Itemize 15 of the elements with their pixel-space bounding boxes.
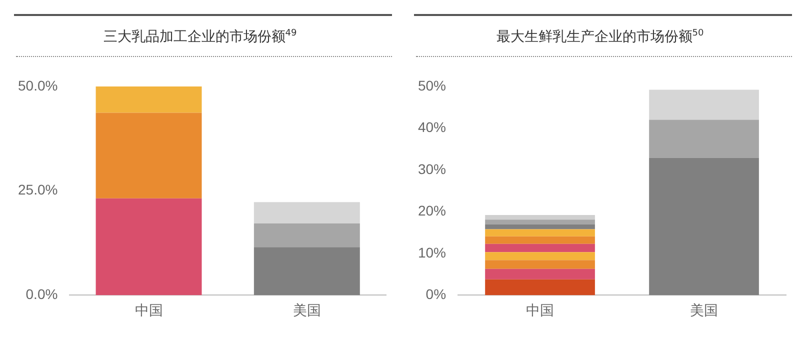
y-tick-label: 20% — [418, 202, 446, 219]
y-tick-label: 30% — [418, 160, 446, 177]
x-tick-label: 美国 — [690, 303, 718, 320]
y-tick-label: 50% — [418, 77, 446, 94]
chart-title: 三大乳品加工企业的市场份额$^{49}$ — [102, 28, 298, 46]
chart-title: 最大生鲜乳生产企业的市场份额$^{50}$ — [495, 28, 705, 46]
x-tick-label: 中国 — [526, 303, 554, 320]
y-tick-label: 40% — [418, 119, 446, 136]
x-tick-label: 美国 — [292, 303, 321, 320]
y-tick-label: 0% — [426, 286, 446, 302]
y-tick-label: 25.0% — [18, 182, 58, 198]
x-tick-label: 中国 — [134, 303, 163, 320]
y-tick-label: 50.0% — [18, 77, 58, 94]
y-tick-label: 10% — [418, 244, 446, 260]
y-tick-label: 0.0% — [26, 286, 58, 302]
